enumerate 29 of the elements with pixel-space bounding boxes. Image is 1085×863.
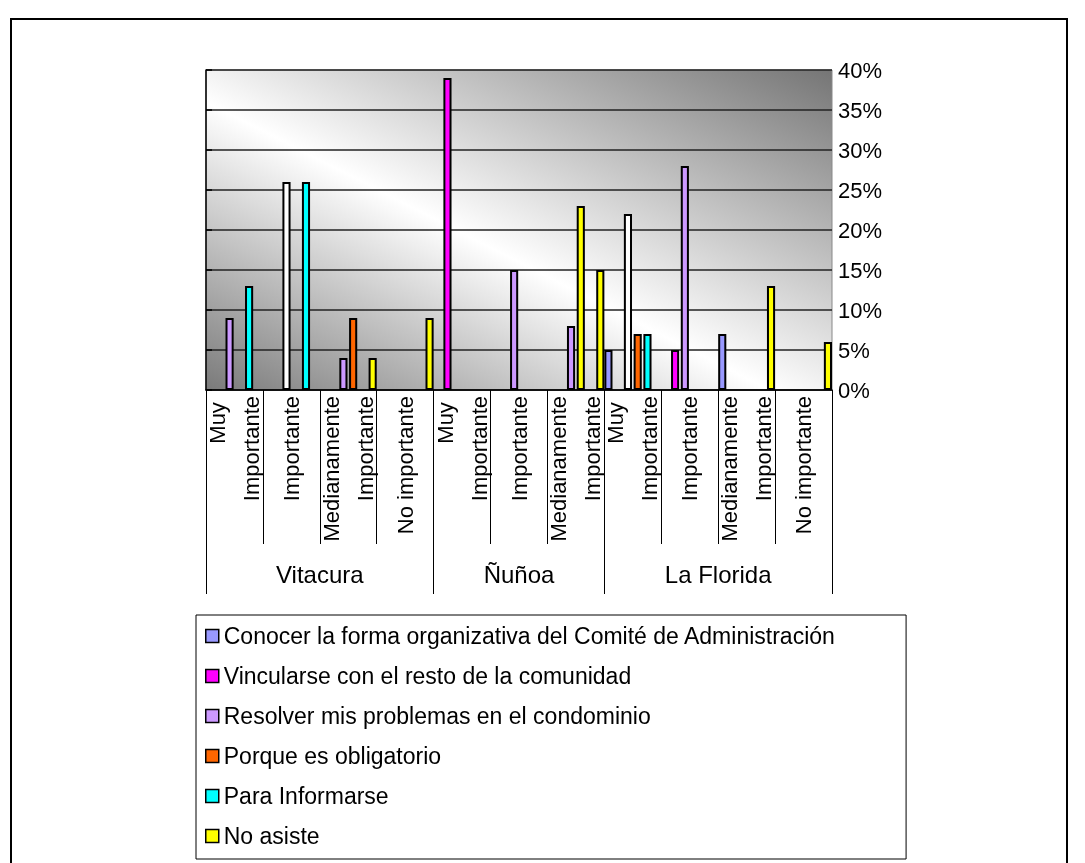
legend-label: No asiste (223, 823, 320, 849)
legend-label: Conocer la forma organizativa del Comité de Administración (223, 623, 835, 649)
y-tick-label: 35% (838, 97, 883, 123)
x-tick-label: Medianamente Importante (546, 396, 606, 542)
legend-label: Resolver mis problemas en el condominio (223, 703, 651, 729)
y-tick-label: 15% (838, 257, 883, 283)
y-tick-label: 0% (838, 377, 870, 403)
y-tick-label: 40% (838, 57, 883, 83)
x-tick-label: Muy Importante (603, 396, 663, 502)
x-tick-label: Importante (278, 396, 304, 502)
x-tick-label: Medianamente Importante (318, 396, 378, 542)
y-tick-label: 5% (838, 337, 870, 363)
x-tick-label: Importante (506, 396, 532, 502)
legend-label: Para Informarse (223, 783, 389, 809)
x-tick-label: Muy Importante (432, 396, 492, 502)
legend-label: Porque es obligatorio (223, 743, 442, 769)
text: La Florida (664, 560, 773, 588)
legend-label: Vincularse con el resto de la comunidad (223, 663, 632, 689)
text: Ñuñoa (483, 560, 556, 588)
x-tick-label: Medianamente Importante (717, 396, 777, 542)
y-tick-label: 10% (838, 297, 883, 323)
x-tick-label: No importante (392, 396, 418, 535)
y-tick-label: 30% (838, 137, 883, 163)
x-tick-label: Importante (677, 396, 703, 502)
x-tick-label: No importante (791, 396, 817, 535)
y-tick-label: 25% (838, 177, 883, 203)
y-tick-label: 20% (838, 217, 883, 243)
x-tick-label: Muy Importante (204, 396, 264, 502)
text: Vitacura (276, 560, 365, 588)
